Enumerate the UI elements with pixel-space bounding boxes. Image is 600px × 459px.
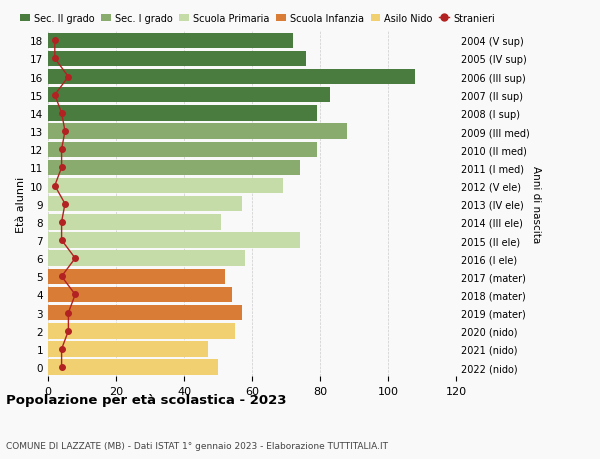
Bar [48, 34, 293, 49]
Bar [48, 196, 242, 212]
Bar [48, 124, 347, 140]
Bar [48, 305, 242, 321]
Bar [48, 106, 317, 121]
Bar [48, 269, 225, 285]
Bar [48, 324, 235, 339]
Bar [48, 179, 283, 194]
Bar [48, 70, 415, 85]
Bar [48, 233, 299, 248]
Y-axis label: Anni di nascita: Anni di nascita [531, 166, 541, 243]
Legend: Sec. II grado, Sec. I grado, Scuola Primaria, Scuola Infanzia, Asilo Nido, Stran: Sec. II grado, Sec. I grado, Scuola Prim… [20, 14, 495, 24]
Bar [48, 51, 307, 67]
Bar [48, 215, 221, 230]
Bar [48, 142, 317, 157]
Bar [48, 88, 330, 103]
Y-axis label: Età alunni: Età alunni [16, 176, 26, 232]
Text: COMUNE DI LAZZATE (MB) - Dati ISTAT 1° gennaio 2023 - Elaborazione TUTTITALIA.IT: COMUNE DI LAZZATE (MB) - Dati ISTAT 1° g… [6, 441, 388, 450]
Bar [48, 160, 299, 176]
Bar [48, 341, 208, 357]
Text: Popolazione per età scolastica - 2023: Popolazione per età scolastica - 2023 [6, 393, 287, 406]
Bar [48, 287, 232, 302]
Bar [48, 251, 245, 266]
Bar [48, 359, 218, 375]
